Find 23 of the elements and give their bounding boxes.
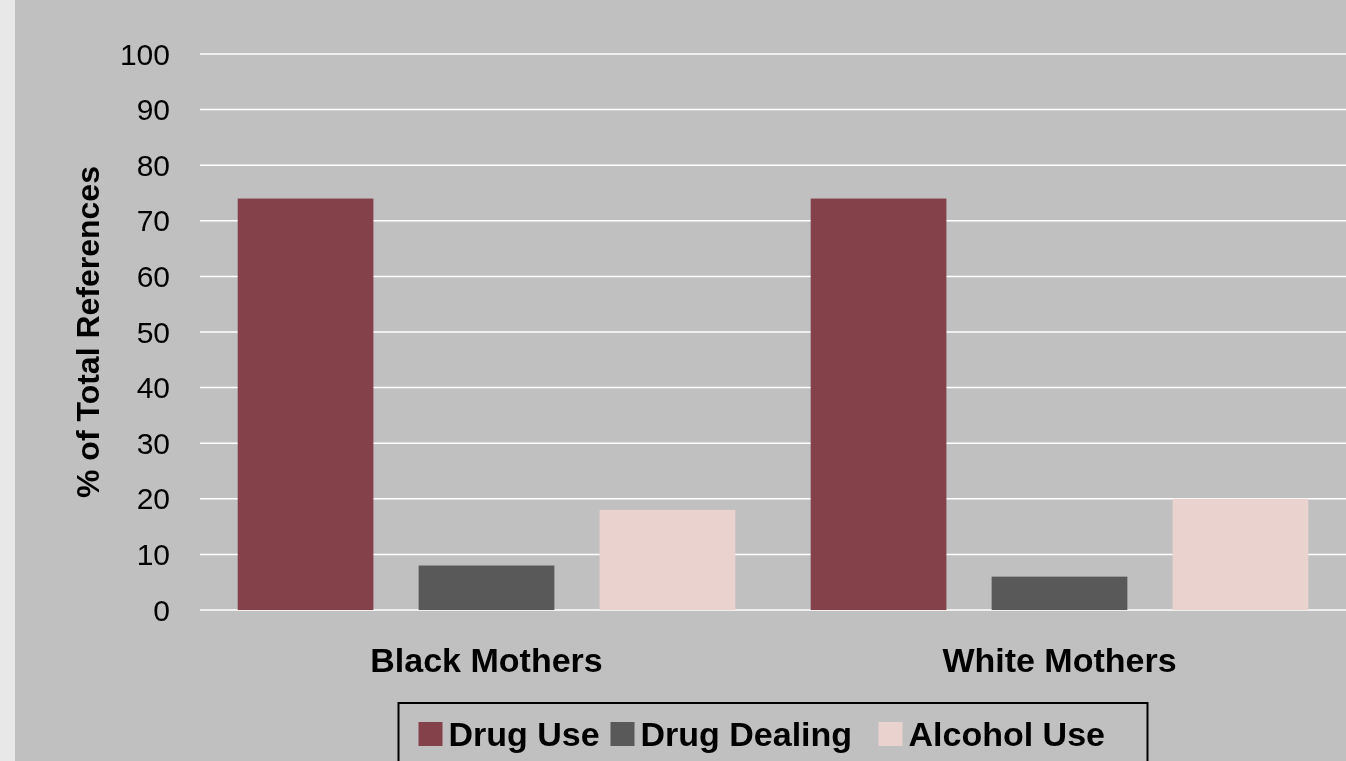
legend-label: Drug Dealing (640, 715, 853, 753)
y-tick-label: 40 (136, 371, 170, 405)
bar (237, 198, 374, 610)
y-axis-title: % of Total References (70, 166, 106, 498)
y-tick-label: 80 (136, 148, 170, 182)
bar (599, 509, 736, 610)
legend-label: Drug Use (448, 715, 600, 753)
y-tick-label: 50 (136, 315, 170, 349)
y-tick-label: 60 (136, 259, 170, 293)
bar (418, 565, 555, 610)
bar (810, 198, 947, 610)
y-tick-label: 100 (119, 37, 170, 71)
y-tick-label: 10 (136, 537, 170, 571)
y-tick-label: 0 (153, 593, 170, 627)
y-tick-label: 30 (136, 426, 170, 460)
y-tick-label: 20 (136, 482, 170, 516)
y-tick-label: 70 (136, 204, 170, 238)
bar (991, 576, 1128, 610)
x-tick-label: Black Mothers (370, 641, 603, 679)
legend-label: Alcohol Use (908, 715, 1105, 753)
x-tick-label: White Mothers (942, 641, 1177, 679)
y-tick-label: 90 (136, 93, 170, 127)
bar (1172, 498, 1309, 610)
